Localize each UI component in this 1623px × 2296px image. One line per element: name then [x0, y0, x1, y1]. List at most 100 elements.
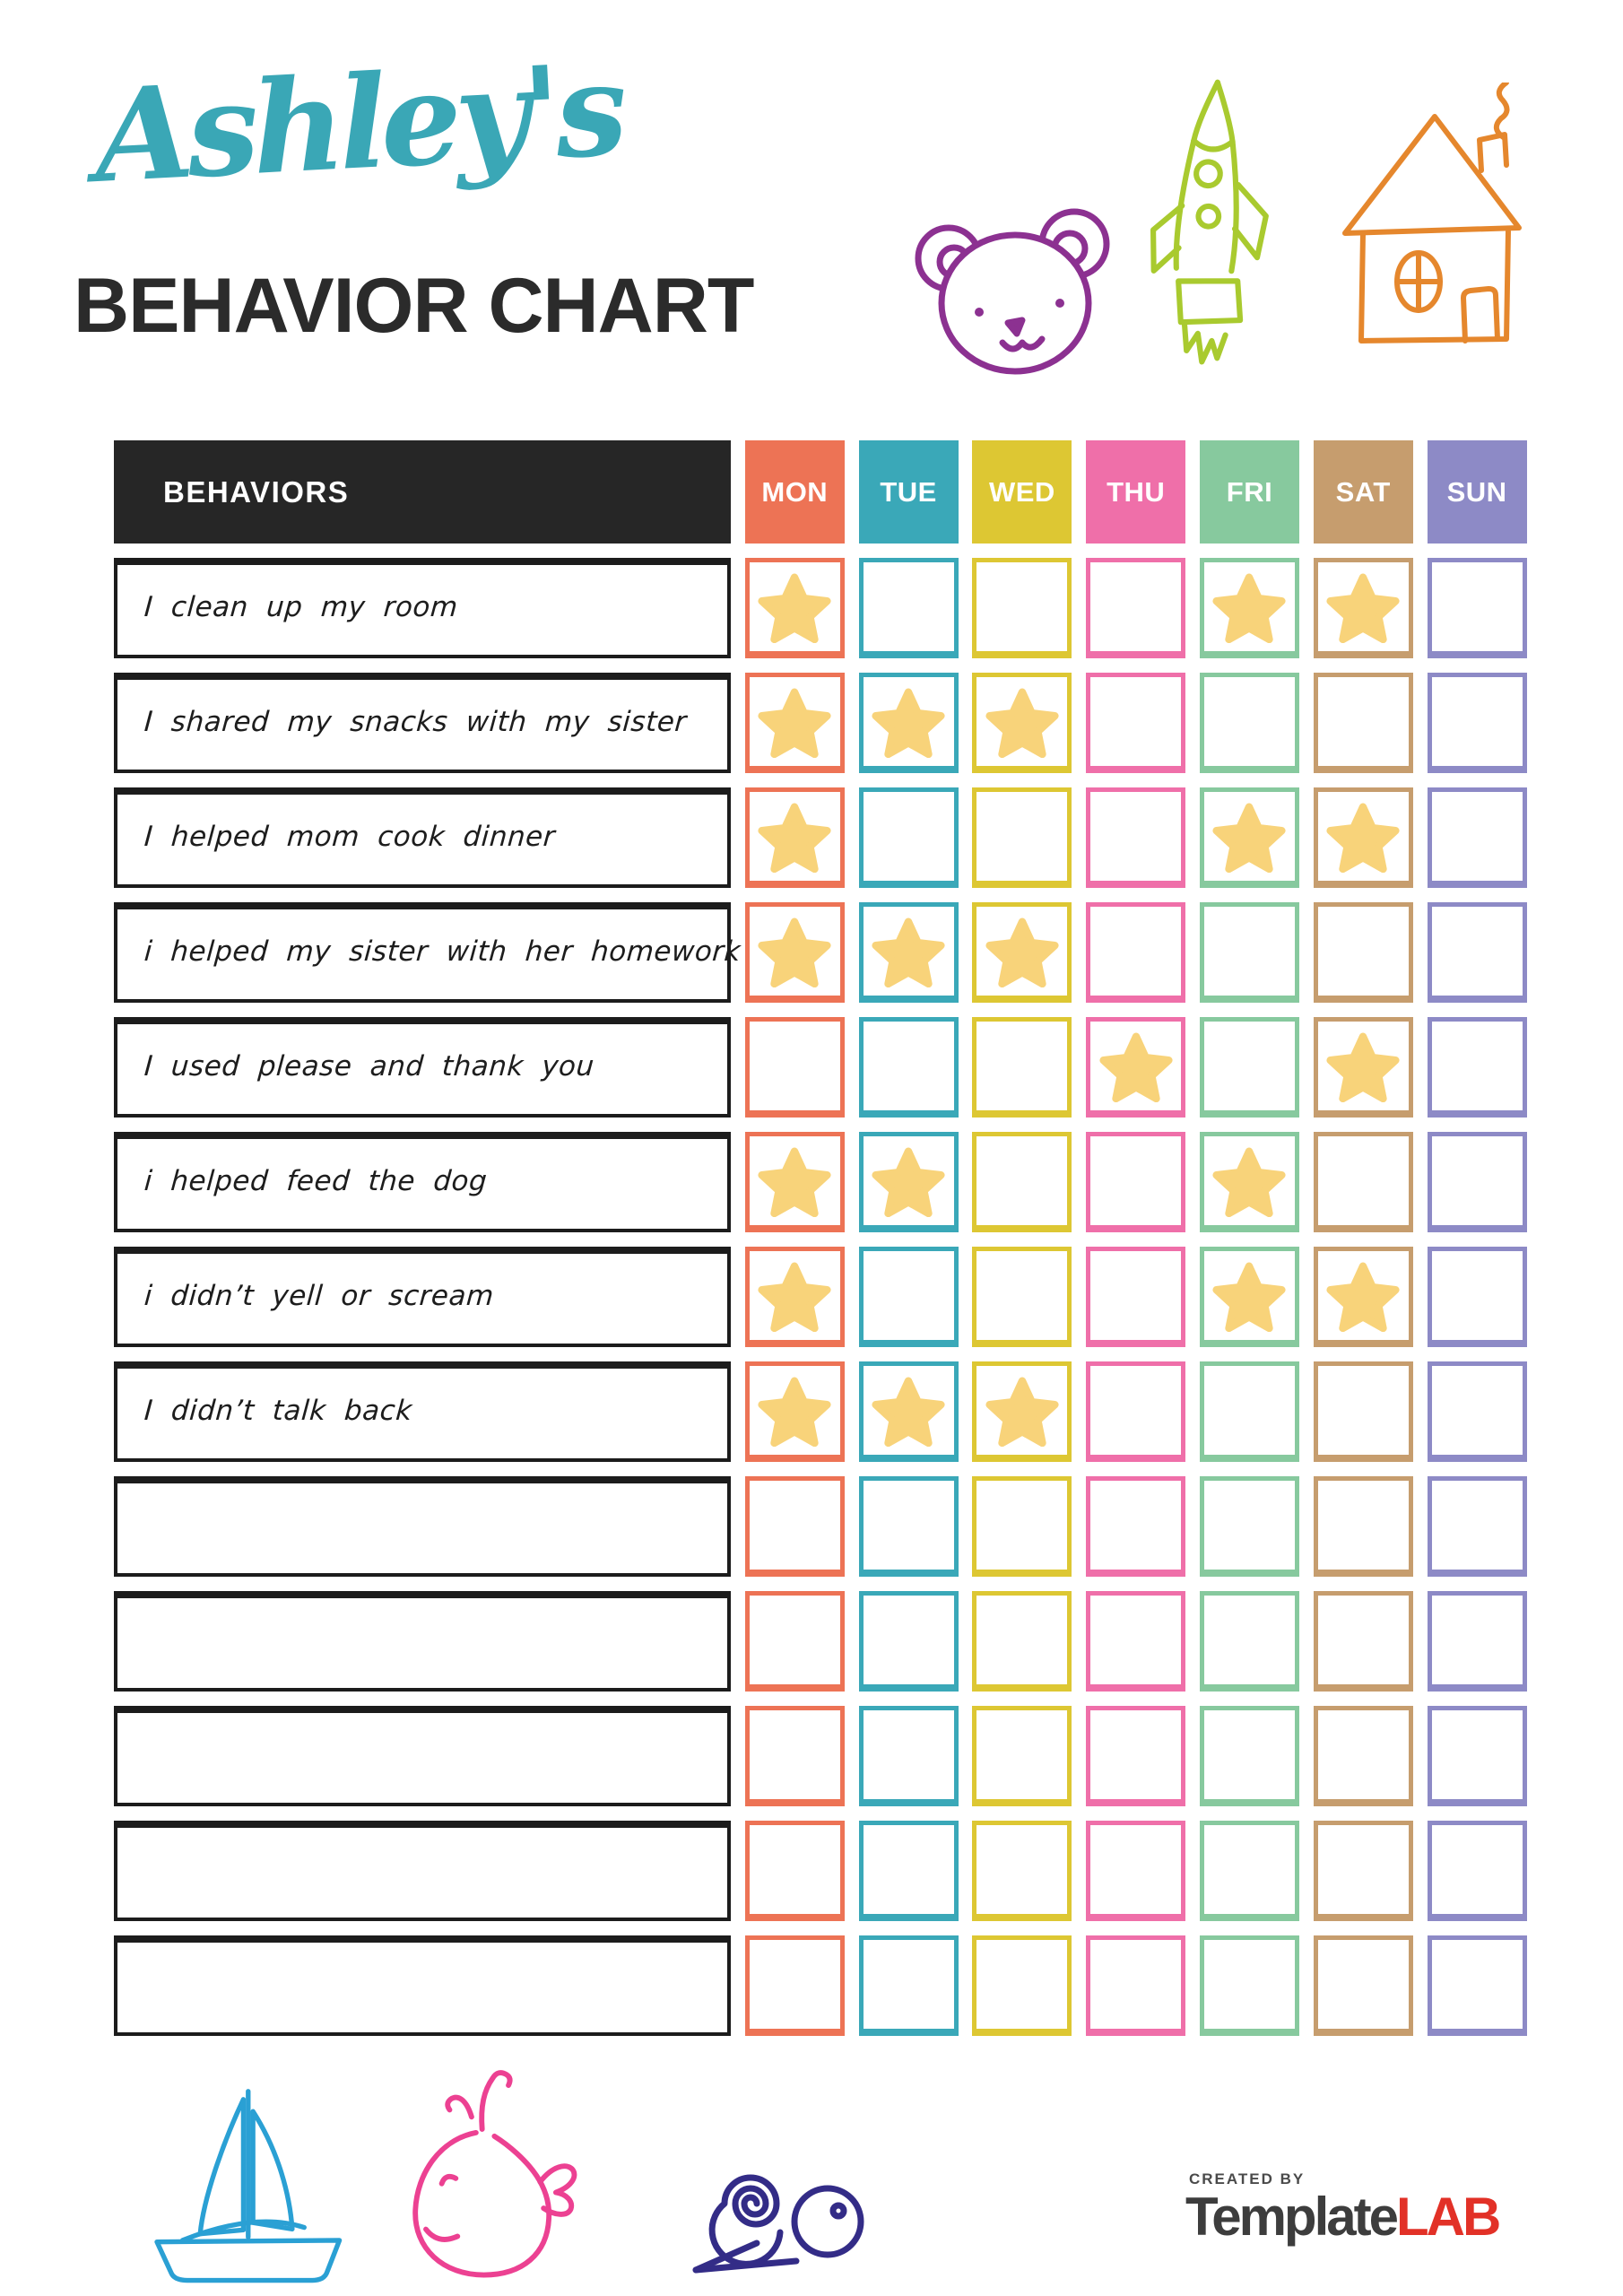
- star-icon: [758, 803, 831, 873]
- star-icon: [1099, 1032, 1173, 1102]
- day-cell-wed[interactable]: [972, 1591, 1072, 1692]
- day-cell-tue[interactable]: [858, 1935, 959, 2036]
- day-cell-sat[interactable]: [1313, 1821, 1413, 1921]
- day-cell-fri[interactable]: [1199, 1017, 1299, 1118]
- day-cell-tue[interactable]: [858, 1017, 959, 1118]
- day-cell-sun[interactable]: [1427, 1591, 1527, 1692]
- day-cell-tue[interactable]: [858, 673, 959, 773]
- day-cell-thu[interactable]: [1086, 1247, 1186, 1347]
- day-cell-wed[interactable]: [972, 1017, 1072, 1118]
- behavior-label-text: I used please and thank you: [143, 1050, 595, 1083]
- day-cell-mon[interactable]: [744, 1132, 845, 1232]
- day-cell-thu[interactable]: [1086, 558, 1186, 658]
- day-cell-sat[interactable]: [1313, 1361, 1413, 1462]
- day-cell-thu[interactable]: [1086, 902, 1186, 1003]
- day-cell-tue[interactable]: [858, 902, 959, 1003]
- day-cell-tue[interactable]: [858, 1132, 959, 1232]
- day-cell-mon[interactable]: [744, 1935, 845, 2036]
- day-cell-sat[interactable]: [1313, 1706, 1413, 1806]
- day-cell-tue[interactable]: [858, 1247, 959, 1347]
- day-cell-fri[interactable]: [1199, 1132, 1299, 1232]
- day-cell-sun[interactable]: [1427, 1017, 1527, 1118]
- day-cell-fri[interactable]: [1199, 1821, 1299, 1921]
- day-cell-sat[interactable]: [1313, 787, 1413, 888]
- day-cell-thu[interactable]: [1086, 1476, 1186, 1577]
- day-header-thu: THU: [1086, 440, 1186, 544]
- day-cell-fri[interactable]: [1199, 1706, 1299, 1806]
- day-cell-thu[interactable]: [1086, 1591, 1186, 1692]
- day-cell-fri[interactable]: [1199, 902, 1299, 1003]
- star-icon: [1326, 1032, 1400, 1102]
- day-cell-sat[interactable]: [1313, 1935, 1413, 2036]
- day-cell-tue[interactable]: [858, 787, 959, 888]
- day-cell-wed[interactable]: [972, 1706, 1072, 1806]
- day-cell-mon[interactable]: [744, 1476, 845, 1577]
- day-cell-sun[interactable]: [1427, 1132, 1527, 1232]
- day-cell-fri[interactable]: [1199, 673, 1299, 773]
- day-cell-tue[interactable]: [858, 1706, 959, 1806]
- day-cell-sun[interactable]: [1427, 1935, 1527, 2036]
- day-cell-wed[interactable]: [972, 558, 1072, 658]
- day-cell-tue[interactable]: [858, 1476, 959, 1577]
- day-header-mon: MON: [744, 440, 845, 544]
- day-cell-tue[interactable]: [858, 1361, 959, 1462]
- day-cell-sat[interactable]: [1313, 1017, 1413, 1118]
- day-cell-fri[interactable]: [1199, 1247, 1299, 1347]
- day-cell-mon[interactable]: [744, 1706, 845, 1806]
- day-cell-mon[interactable]: [744, 902, 845, 1003]
- day-cell-mon[interactable]: [744, 558, 845, 658]
- day-cell-mon[interactable]: [744, 673, 845, 773]
- day-cell-thu[interactable]: [1086, 1821, 1186, 1921]
- day-cell-sat[interactable]: [1313, 558, 1413, 658]
- day-cell-mon[interactable]: [744, 1017, 845, 1118]
- day-cell-wed[interactable]: [972, 787, 1072, 888]
- day-cell-wed[interactable]: [972, 902, 1072, 1003]
- day-cell-thu[interactable]: [1086, 1935, 1186, 2036]
- day-cell-sat[interactable]: [1313, 673, 1413, 773]
- day-cell-tue[interactable]: [858, 558, 959, 658]
- day-cell-wed[interactable]: [972, 1132, 1072, 1232]
- day-cell-thu[interactable]: [1086, 1706, 1186, 1806]
- day-cell-tue[interactable]: [858, 1821, 959, 1921]
- day-cell-thu[interactable]: [1086, 1132, 1186, 1232]
- day-cell-mon[interactable]: [744, 1361, 845, 1462]
- day-cell-sun[interactable]: [1427, 787, 1527, 888]
- day-cell-sun[interactable]: [1427, 1247, 1527, 1347]
- day-cell-sat[interactable]: [1313, 1247, 1413, 1347]
- day-cell-sat[interactable]: [1313, 1591, 1413, 1692]
- day-cell-mon[interactable]: [744, 1591, 845, 1692]
- day-cell-wed[interactable]: [972, 1935, 1072, 2036]
- day-cell-thu[interactable]: [1086, 1361, 1186, 1462]
- day-cell-fri[interactable]: [1199, 1476, 1299, 1577]
- day-cell-sun[interactable]: [1427, 1361, 1527, 1462]
- behavior-label-text: i helped my sister with her homework: [143, 935, 742, 968]
- day-cell-tue[interactable]: [858, 1591, 959, 1692]
- behavior-label: I helped mom cook dinner: [114, 787, 731, 888]
- star-icon: [758, 918, 831, 987]
- day-cell-fri[interactable]: [1199, 1361, 1299, 1462]
- day-cell-sat[interactable]: [1313, 902, 1413, 1003]
- day-cell-thu[interactable]: [1086, 1017, 1186, 1118]
- day-cell-sun[interactable]: [1427, 1476, 1527, 1577]
- day-cell-wed[interactable]: [972, 1361, 1072, 1462]
- day-cell-mon[interactable]: [744, 787, 845, 888]
- day-cell-fri[interactable]: [1199, 558, 1299, 658]
- day-cell-wed[interactable]: [972, 1247, 1072, 1347]
- day-cell-thu[interactable]: [1086, 787, 1186, 888]
- day-cell-sun[interactable]: [1427, 558, 1527, 658]
- day-cell-mon[interactable]: [744, 1247, 845, 1347]
- day-cell-wed[interactable]: [972, 1476, 1072, 1577]
- day-cell-fri[interactable]: [1199, 787, 1299, 888]
- day-cell-sat[interactable]: [1313, 1132, 1413, 1232]
- day-cell-wed[interactable]: [972, 673, 1072, 773]
- day-cell-sun[interactable]: [1427, 1821, 1527, 1921]
- day-cell-fri[interactable]: [1199, 1591, 1299, 1692]
- day-cell-thu[interactable]: [1086, 673, 1186, 773]
- day-cell-wed[interactable]: [972, 1821, 1072, 1921]
- day-cell-sat[interactable]: [1313, 1476, 1413, 1577]
- day-cell-fri[interactable]: [1199, 1935, 1299, 2036]
- day-cell-sun[interactable]: [1427, 673, 1527, 773]
- day-cell-sun[interactable]: [1427, 902, 1527, 1003]
- day-cell-mon[interactable]: [744, 1821, 845, 1921]
- day-cell-sun[interactable]: [1427, 1706, 1527, 1806]
